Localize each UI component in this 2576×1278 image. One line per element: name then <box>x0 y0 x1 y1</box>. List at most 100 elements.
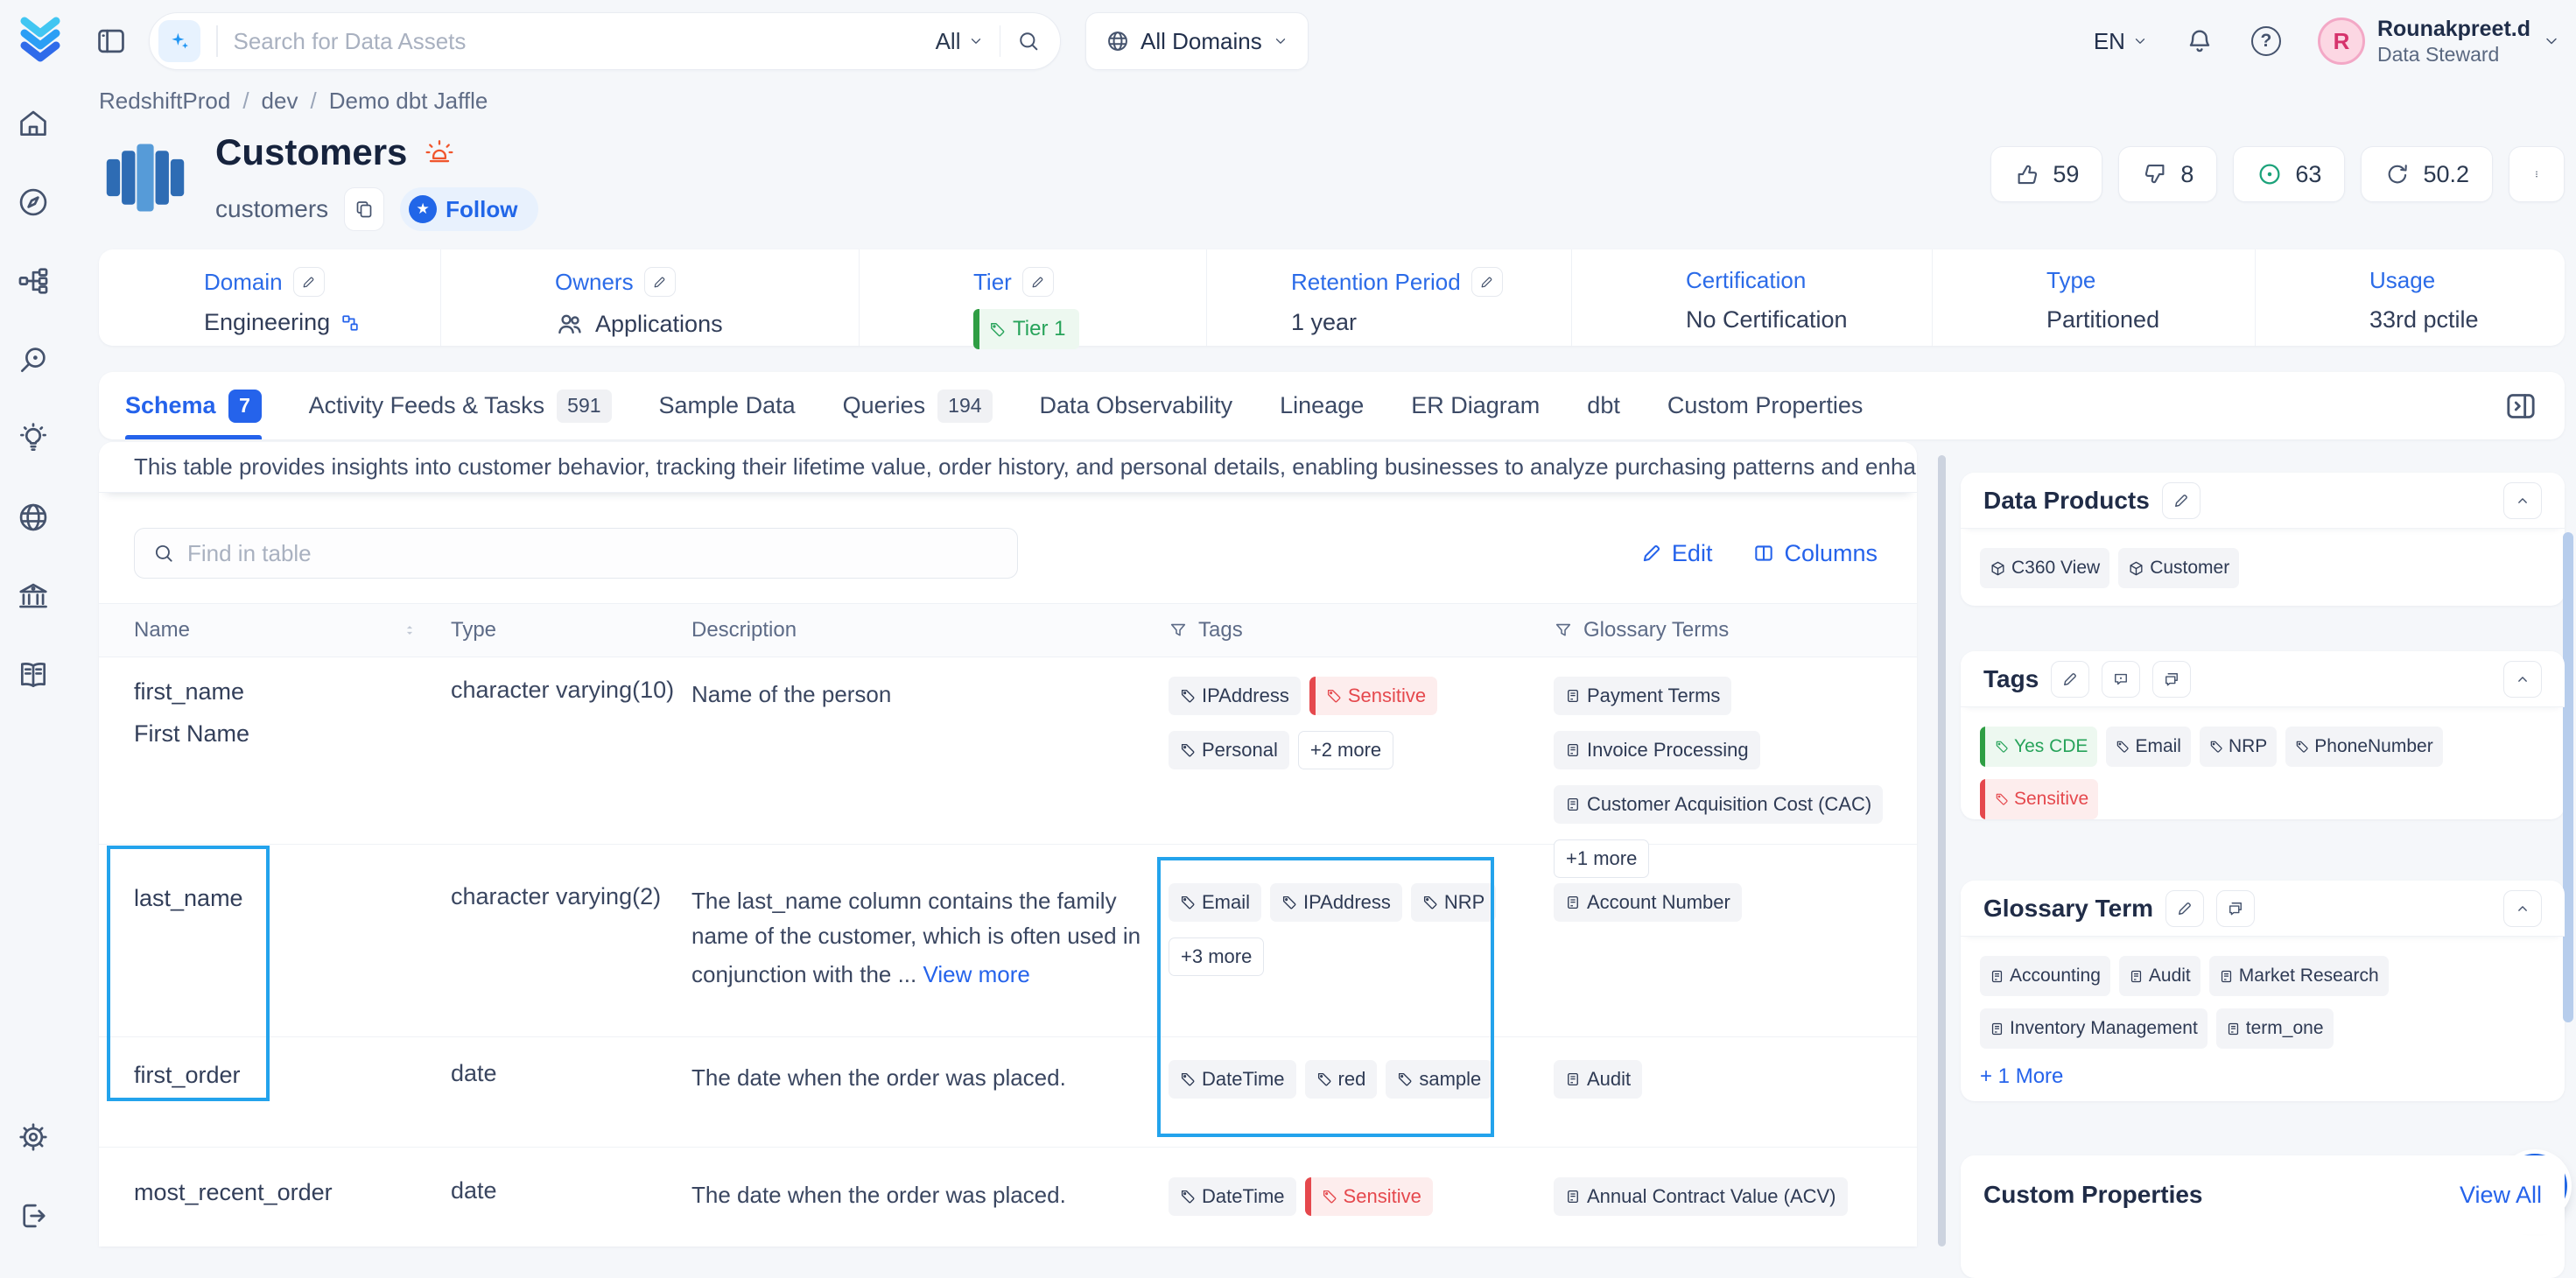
governance-bank-icon[interactable] <box>17 579 50 613</box>
upvote-button[interactable]: 59 <box>1990 146 2103 202</box>
tag-chip[interactable]: red <box>1304 1060 1378 1099</box>
table-row[interactable]: most_recent_order date The date when the… <box>99 1148 1917 1246</box>
tab-custom-properties[interactable]: Custom Properties <box>1667 392 1864 418</box>
edit-domain-button[interactable] <box>292 267 325 297</box>
ai-sparkle-icon[interactable] <box>158 20 200 62</box>
home-icon[interactable] <box>17 107 50 140</box>
more-glossary-chip[interactable]: +1 more <box>1554 839 1650 878</box>
find-in-table-input[interactable] <box>187 539 1000 567</box>
copy-name-button[interactable] <box>344 187 385 231</box>
health-score-button[interactable]: 63 <box>2233 146 2346 202</box>
owners-value[interactable]: Applications <box>595 310 723 337</box>
search-icon[interactable] <box>1016 29 1041 53</box>
tag-chip[interactable]: Sensitive <box>1980 779 2099 819</box>
tag-chip[interactable]: IPAddress <box>1270 883 1402 922</box>
column-name[interactable]: first_name <box>134 678 245 705</box>
collapse-section-button[interactable] <box>2503 889 2542 927</box>
tag-chip[interactable]: Yes CDE <box>1980 727 2098 767</box>
all-domains-dropdown[interactable]: All Domains <box>1085 12 1309 70</box>
more-glossary-link[interactable]: + 1 More <box>1980 1064 2064 1088</box>
language-selector[interactable]: EN <box>2094 28 2148 55</box>
view-all-link[interactable]: View All <box>2459 1181 2542 1208</box>
tier-chip[interactable]: Tier 1 <box>973 309 1080 349</box>
glossary-term-chip[interactable]: term_one <box>2215 1008 2334 1049</box>
column-name[interactable]: most_recent_order <box>134 1179 333 1205</box>
column-name[interactable]: last_name <box>134 885 243 911</box>
explore-compass-icon[interactable] <box>17 186 50 219</box>
glossary-term-chip[interactable]: Account Number <box>1554 883 1742 922</box>
collapse-section-button[interactable] <box>2503 660 2542 698</box>
content-scrollbar[interactable] <box>1938 455 1946 1246</box>
freshness-button[interactable]: 50.2 <box>2361 146 2493 202</box>
settings-gear-icon[interactable] <box>17 1120 50 1154</box>
search-input[interactable] <box>233 27 936 55</box>
glossary-term-chip[interactable]: Audit <box>2118 956 2200 996</box>
header-glossary-terms[interactable]: Glossary Terms <box>1583 618 1730 642</box>
edit-data-products-button[interactable] <box>2161 481 2200 519</box>
more-tags-chip[interactable]: +2 more <box>1297 731 1394 769</box>
glossary-term-chip[interactable]: Market Research <box>2208 956 2389 996</box>
propagate-glossary-button[interactable] <box>2216 889 2256 927</box>
app-logo[interactable] <box>19 16 61 65</box>
collapse-panel-icon[interactable] <box>2503 389 2538 424</box>
header-tags[interactable]: Tags <box>1198 618 1243 642</box>
sidebar-toggle-icon[interactable] <box>95 25 128 58</box>
help-icon[interactable]: ? <box>2250 26 2281 56</box>
user-menu[interactable]: R Rounakpreet.d Data Steward <box>2317 16 2560 67</box>
collapse-section-button[interactable] <box>2503 481 2542 519</box>
tag-chip[interactable]: NRP <box>2199 727 2278 767</box>
breadcrumb-database[interactable]: dev <box>261 88 298 114</box>
tab-sample-data[interactable]: Sample Data <box>658 392 796 418</box>
tag-chip[interactable]: Personal <box>1169 731 1289 769</box>
edit-tags-button[interactable] <box>2051 660 2090 698</box>
edit-glossary-button[interactable] <box>2165 889 2205 927</box>
table-row[interactable]: first_name First Name character varying(… <box>99 657 1917 878</box>
domain-value[interactable]: Engineering <box>204 309 331 335</box>
propagate-tags-button[interactable] <box>2152 660 2192 698</box>
tag-chip[interactable]: NRP <box>1410 883 1497 922</box>
glossary-term-chip[interactable]: Annual Contract Value (ACV) <box>1554 1177 1848 1216</box>
column-name[interactable]: first_order <box>134 1062 241 1088</box>
filter-icon[interactable] <box>1169 621 1188 640</box>
tab-er-diagram[interactable]: ER Diagram <box>1411 392 1541 418</box>
search-scope-dropdown[interactable]: All <box>936 28 984 55</box>
tag-chip[interactable]: Email <box>2106 727 2191 767</box>
tab-lineage[interactable]: Lineage <box>1280 392 1365 418</box>
table-row[interactable]: first_order date The date when the order… <box>99 1037 1917 1148</box>
global-search[interactable]: All <box>149 12 1061 70</box>
glossary-term-chip[interactable]: Audit <box>1554 1060 1643 1099</box>
tag-chip[interactable]: DateTime <box>1169 1177 1296 1216</box>
glossary-term-chip[interactable]: Invoice Processing <box>1554 731 1760 769</box>
view-more-link[interactable]: View more <box>923 961 1030 987</box>
suggest-tags-button[interactable] <box>2102 660 2141 698</box>
header-description[interactable]: Description <box>691 618 797 642</box>
tag-chip[interactable]: Sensitive <box>1309 677 1438 715</box>
notifications-bell-icon[interactable] <box>2185 26 2215 56</box>
edit-button[interactable]: Edit <box>1640 540 1712 567</box>
more-actions-button[interactable] <box>2509 146 2565 202</box>
tag-chip[interactable]: DateTime <box>1169 1060 1296 1099</box>
glossary-term-chip[interactable]: Accounting <box>1980 956 2110 996</box>
header-type[interactable]: Type <box>451 618 497 642</box>
glossary-book-icon[interactable] <box>17 658 50 692</box>
insights-bulb-icon[interactable] <box>17 422 50 455</box>
logout-icon[interactable] <box>17 1199 50 1232</box>
header-name[interactable]: Name <box>134 618 191 642</box>
tab-activity-feeds[interactable]: Activity Feeds & Tasks 591 <box>309 372 612 439</box>
tag-chip[interactable]: Email <box>1169 883 1262 922</box>
sort-icon[interactable] <box>400 621 419 640</box>
window-scrollbar[interactable] <box>2563 532 2573 1022</box>
domains-globe-icon[interactable] <box>17 501 50 534</box>
data-product-chip[interactable]: C360 View <box>1980 548 2110 588</box>
find-in-table[interactable] <box>134 528 1018 579</box>
filter-icon[interactable] <box>1554 621 1573 640</box>
glossary-term-chip[interactable]: Inventory Management <box>1980 1008 2207 1049</box>
edit-retention-button[interactable] <box>1470 267 1503 297</box>
columns-button[interactable]: Columns <box>1752 540 1878 567</box>
data-product-chip[interactable]: Customer <box>2118 548 2240 588</box>
tab-schema[interactable]: Schema 7 <box>125 372 262 439</box>
tag-chip[interactable]: Sensitive <box>1304 1177 1433 1216</box>
breadcrumb-schema[interactable]: Demo dbt Jaffle <box>328 88 488 114</box>
discover-search-icon[interactable] <box>17 343 50 376</box>
tab-dbt[interactable]: dbt <box>1587 392 1620 418</box>
